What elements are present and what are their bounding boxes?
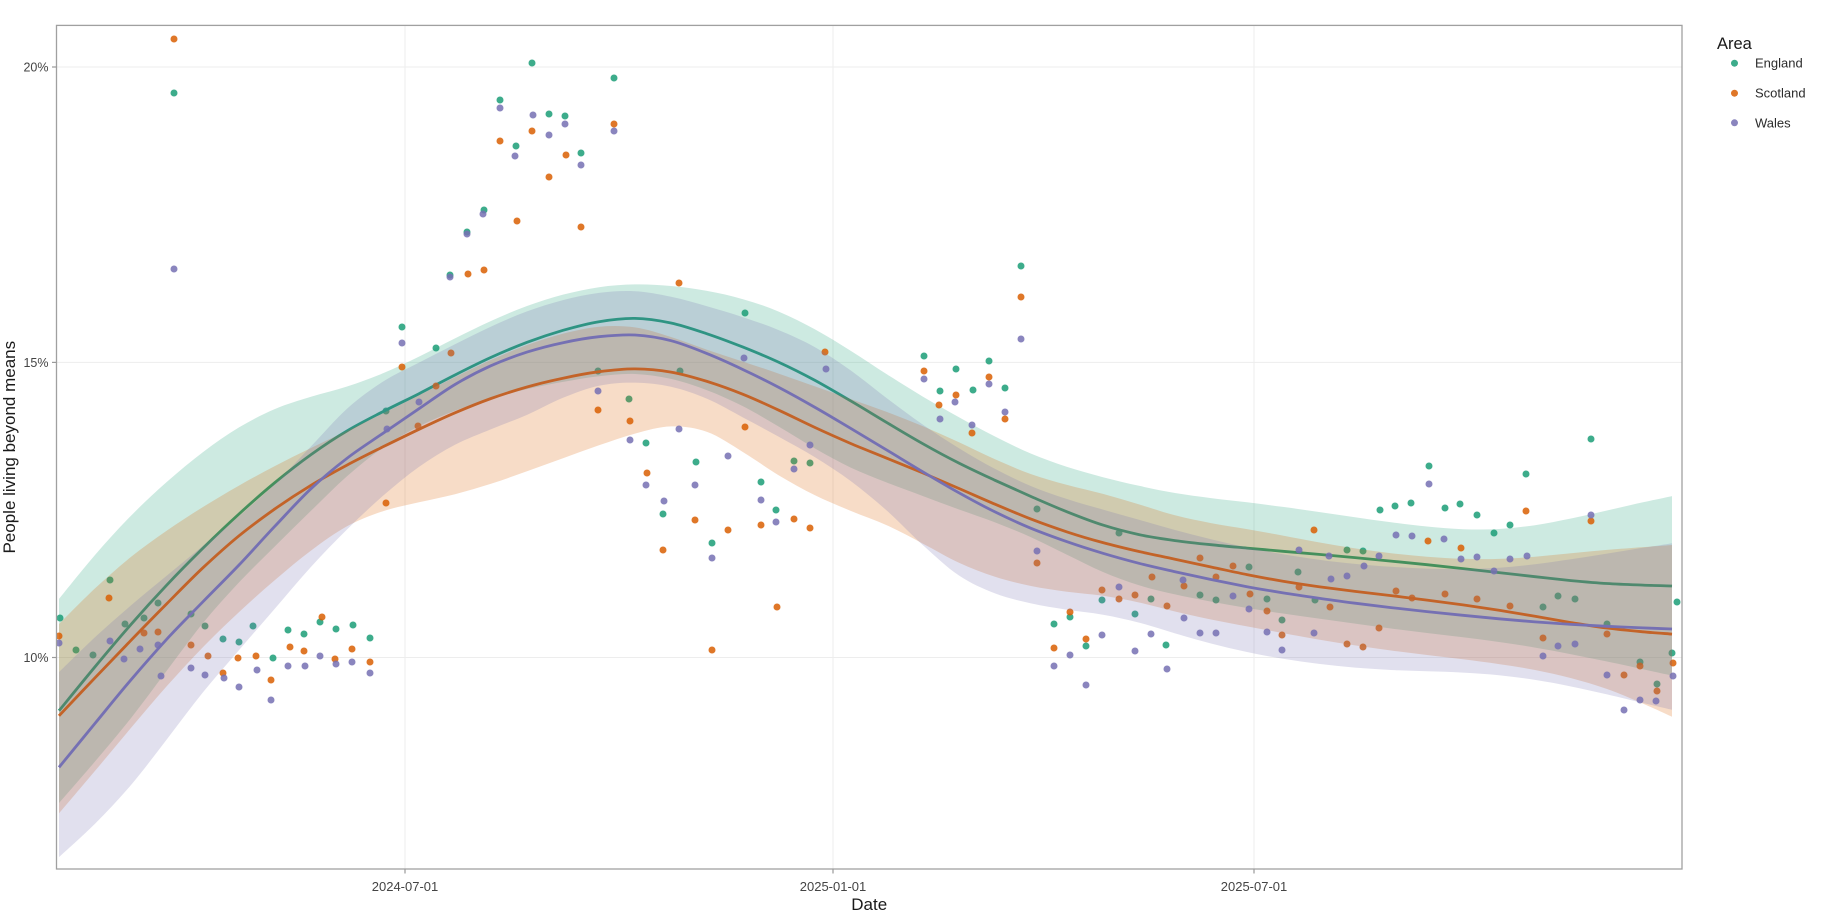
svg-text:2025-07-01: 2025-07-01 bbox=[1221, 879, 1288, 894]
svg-text:Scotland: Scotland bbox=[1755, 86, 1806, 101]
svg-text:England: England bbox=[1755, 56, 1803, 71]
svg-text:Date: Date bbox=[851, 895, 887, 914]
svg-text:20%: 20% bbox=[23, 61, 48, 75]
svg-text:2024-07-01: 2024-07-01 bbox=[372, 879, 439, 894]
svg-text:15%: 15% bbox=[23, 356, 48, 370]
svg-text:Wales: Wales bbox=[1755, 115, 1791, 130]
svg-text:People living beyond means: People living beyond means bbox=[0, 341, 19, 554]
svg-text:2025-01-01: 2025-01-01 bbox=[800, 879, 867, 894]
svg-text:Area: Area bbox=[1717, 35, 1753, 53]
svg-text:10%: 10% bbox=[23, 651, 48, 665]
